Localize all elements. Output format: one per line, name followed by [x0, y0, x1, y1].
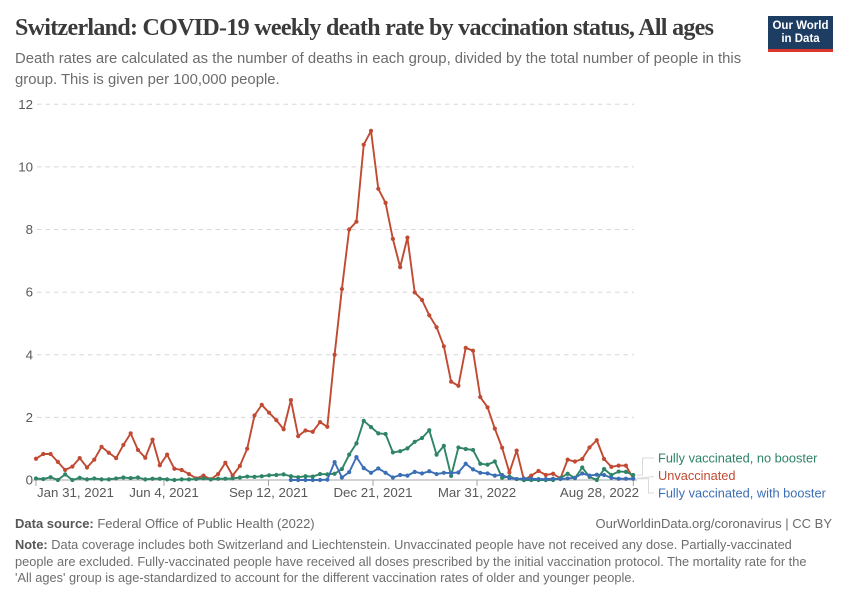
- svg-text:Jun 4, 2021: Jun 4, 2021: [129, 485, 199, 500]
- svg-text:Fully vaccinated, no booster: Fully vaccinated, no booster: [658, 451, 818, 466]
- svg-text:Dec 21, 2021: Dec 21, 2021: [333, 485, 412, 500]
- svg-text:Fully vaccinated, with booster: Fully vaccinated, with booster: [658, 486, 827, 501]
- svg-text:12: 12: [18, 97, 33, 112]
- svg-text:Unvaccinated: Unvaccinated: [658, 468, 736, 483]
- svg-text:Jan 31, 2021: Jan 31, 2021: [37, 485, 114, 500]
- svg-text:2: 2: [26, 410, 33, 425]
- svg-text:6: 6: [26, 285, 33, 300]
- svg-text:Mar 31, 2022: Mar 31, 2022: [438, 485, 516, 500]
- svg-text:0: 0: [26, 473, 33, 488]
- svg-text:4: 4: [26, 347, 33, 362]
- svg-text:Aug 28, 2022: Aug 28, 2022: [560, 485, 639, 500]
- svg-text:Sep 12, 2021: Sep 12, 2021: [229, 485, 308, 500]
- svg-text:8: 8: [26, 222, 33, 237]
- svg-text:10: 10: [18, 159, 33, 174]
